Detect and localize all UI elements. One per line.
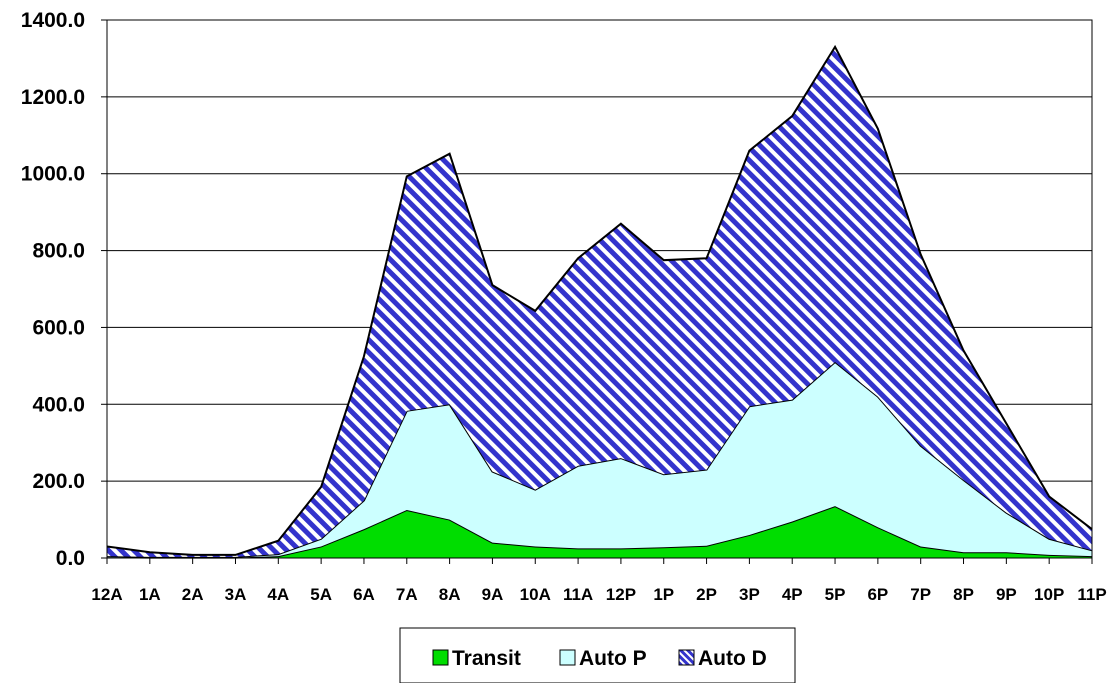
x-tick-label: 1A [139, 585, 161, 604]
x-tick-label: 9P [996, 585, 1017, 604]
x-tick-label: 7P [910, 585, 931, 604]
legend-swatch-transit [432, 649, 449, 666]
y-tick-label: 0.0 [56, 547, 85, 570]
x-tick-label: 2A [182, 585, 204, 604]
y-tick-label: 400.0 [32, 393, 85, 416]
x-tick-label: 8A [439, 585, 461, 604]
legend-label-auto-p: Auto P [579, 647, 647, 670]
y-tick-label: 800.0 [32, 240, 85, 263]
legend-label-auto-d: Auto D [698, 647, 767, 670]
x-tick-label: 4P [782, 585, 803, 604]
legend: Transit Auto P Auto D [399, 627, 796, 683]
legend-swatch-auto-p [559, 649, 576, 666]
x-tick-label: 12A [91, 585, 122, 604]
x-tick-label: 11P [1077, 585, 1106, 604]
y-tick-label: 200.0 [32, 470, 85, 493]
legend-swatch-auto-d [678, 649, 695, 666]
plot-border [106, 19, 1093, 559]
x-tick-label: 9A [482, 585, 504, 604]
x-tick-label: 12P [606, 585, 636, 604]
x-tick-label: 10P [1034, 585, 1064, 604]
y-axis-tick-labels: 0.0 200.0 400.0 600.0 800.0 1000.0 1200.0 1400.… [21, 9, 85, 570]
y-tick-label: 600.0 [32, 316, 85, 339]
series-line-auto-d [106, 44, 1093, 556]
y-tick-label: 1000.0 [21, 163, 85, 186]
legend-box [399, 627, 796, 683]
x-tick-label: 11A [563, 585, 593, 604]
x-tick-label: 4A [267, 585, 289, 604]
y-tick-label: 1400.0 [21, 9, 85, 32]
area-auto-d [107, 46, 1092, 557]
x-tick-label: 5A [310, 585, 332, 604]
x-tick-label: 1P [653, 585, 674, 604]
x-tick-label: 3P [739, 585, 760, 604]
area-transit [107, 506, 1092, 558]
x-tick-label: 10A [520, 585, 551, 604]
area-auto-p [107, 362, 1092, 558]
x-tick-label: 3A [225, 585, 247, 604]
x-tick-label: 8P [953, 585, 974, 604]
x-tick-label: 6A [353, 585, 375, 604]
x-tick-label: 6P [867, 585, 888, 604]
y-tick-label: 1200.0 [21, 86, 85, 109]
x-tick-label: 7A [396, 585, 418, 604]
axes [101, 19, 1093, 564]
x-tick-label: 5P [825, 585, 846, 604]
legend-label-transit: Transit [452, 647, 521, 670]
x-axis-tick-labels: 12A 1A 2A 3A 4A 5A 6A 7A 8A 9A 10A 11A 12P 1P 2P 3P 4P 5P… [91, 585, 1106, 604]
series-areas [106, 44, 1093, 559]
x-tick-label: 2P [696, 585, 717, 604]
